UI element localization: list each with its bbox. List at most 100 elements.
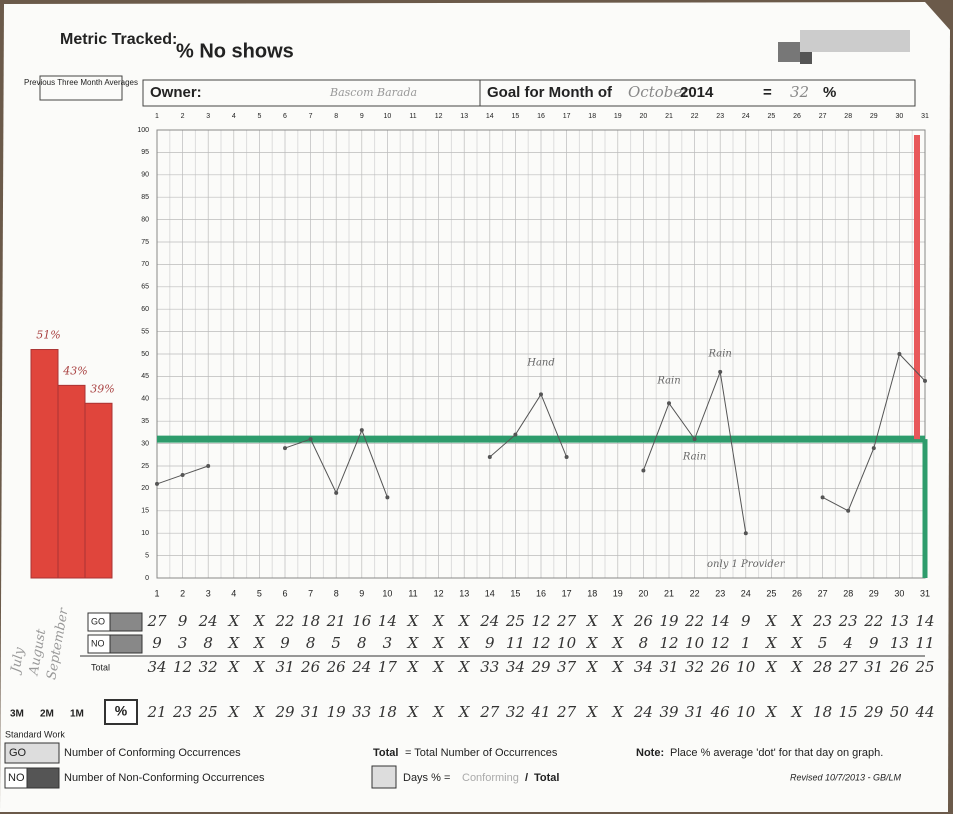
cell: 31 — [275, 658, 294, 676]
x-tick-label: 22 — [690, 588, 700, 598]
cell: 1 — [741, 634, 751, 652]
cell: 3 — [383, 634, 393, 652]
percent-cell: 21 — [146, 703, 166, 721]
y-tick-label: 100 — [137, 127, 149, 134]
x-tick-label: 29 — [869, 588, 879, 598]
cell: X — [765, 612, 778, 630]
y-tick-label: 0 — [145, 575, 149, 582]
x-tick-label: 8 — [334, 113, 338, 120]
data-point — [360, 428, 364, 432]
x-tick-label: 30 — [894, 588, 904, 598]
cell: 18 — [301, 612, 320, 630]
cell: 14 — [378, 612, 397, 630]
percent-cell: 19 — [327, 703, 347, 721]
legend-title: Standard Work — [5, 729, 65, 739]
cell: X — [458, 634, 471, 652]
revised: Revised 10/7/2013 - GB/LM — [790, 772, 902, 782]
cell: 24 — [479, 612, 499, 630]
x-tick-label: 13 — [460, 113, 468, 120]
no-key-label: NO — [8, 772, 25, 784]
y-tick-label: 65 — [141, 284, 149, 291]
x-tick-label: 17 — [562, 588, 572, 598]
x-tick-label: 29 — [870, 113, 878, 120]
percent-cell: 32 — [506, 703, 525, 721]
cell: 3 — [178, 634, 188, 652]
x-tick-label: 28 — [844, 113, 852, 120]
percent-cell: 39 — [659, 703, 679, 721]
equals: = — [763, 84, 772, 101]
x-tick-label: 24 — [741, 588, 751, 598]
x-tick-label: 25 — [768, 113, 776, 120]
data-point — [897, 352, 901, 356]
cell: 22 — [863, 612, 883, 630]
x-tick-label: 2 — [181, 113, 185, 120]
y-tick-label: 95 — [141, 149, 149, 156]
percent-cell: X — [407, 703, 420, 721]
x-tick-label: 1 — [155, 113, 159, 120]
annotation: Rain — [656, 375, 680, 386]
x-tick-label: 27 — [819, 113, 827, 120]
data-point — [385, 495, 389, 499]
x-tick-label: 13 — [459, 588, 469, 598]
cell: X — [432, 612, 445, 630]
x-tick-label: 9 — [359, 588, 364, 598]
cell: X — [611, 634, 624, 652]
x-tick-label: 24 — [742, 113, 750, 120]
percent-cell: X — [432, 703, 445, 721]
cell: X — [765, 634, 778, 652]
cell: 17 — [378, 658, 398, 676]
y-tick-label: 55 — [141, 328, 149, 335]
cell: 26 — [633, 612, 654, 630]
bar-label: 39% — [90, 382, 114, 395]
x-tick-label: 23 — [716, 113, 724, 120]
goal-unit: % — [823, 84, 836, 101]
cell: 27 — [838, 658, 859, 676]
cell: 14 — [711, 612, 730, 630]
cell: 13 — [890, 612, 909, 630]
cell: X — [227, 634, 240, 652]
percent-cell: X — [586, 703, 599, 721]
cell: 12 — [531, 612, 550, 630]
cell: 4 — [842, 634, 853, 652]
bar-label: 43% — [62, 364, 87, 377]
y-tick-label: 45 — [141, 373, 149, 380]
data-point — [513, 433, 517, 437]
goal-value: 32 — [790, 83, 809, 101]
cell: X — [458, 612, 471, 630]
percent-cell: 27 — [556, 703, 577, 721]
period-label: 3M — [10, 709, 24, 720]
cell: X — [432, 658, 445, 676]
x-tick-label: 31 — [920, 588, 930, 598]
data-point — [155, 482, 159, 486]
total-text: = Total Number of Occurrences — [405, 747, 558, 759]
data-point — [923, 379, 927, 383]
y-tick-label: 90 — [141, 172, 149, 179]
cell: X — [765, 658, 778, 676]
cell: 12 — [659, 634, 678, 652]
x-tick-label: 5 — [257, 113, 261, 120]
percent-cell: 25 — [198, 703, 218, 721]
percent-cell: 24 — [633, 703, 653, 721]
percent-cell: 31 — [685, 703, 704, 721]
cell: 12 — [173, 658, 192, 676]
cell: 24 — [198, 612, 218, 630]
cell: X — [407, 634, 420, 652]
percent-cell: X — [253, 703, 266, 721]
data-point — [846, 509, 850, 513]
x-tick-label: 20 — [638, 588, 648, 598]
cell: X — [611, 658, 624, 676]
x-tick-label: 21 — [664, 588, 674, 598]
total-key: Total — [373, 747, 398, 759]
cell: X — [253, 634, 266, 652]
x-tick-label: 12 — [434, 588, 444, 598]
x-tick-label: 23 — [715, 588, 725, 598]
data-point — [744, 531, 748, 535]
previous-label: Previous Three Month Averages — [24, 78, 138, 87]
cell: 26 — [889, 658, 910, 676]
x-tick-label: 14 — [486, 113, 494, 120]
cell: 34 — [506, 658, 525, 676]
row-label: Total — [91, 662, 110, 672]
percent-cell: 29 — [863, 703, 884, 721]
x-tick-label: 10 — [382, 588, 392, 598]
x-tick-label: 7 — [308, 588, 313, 598]
